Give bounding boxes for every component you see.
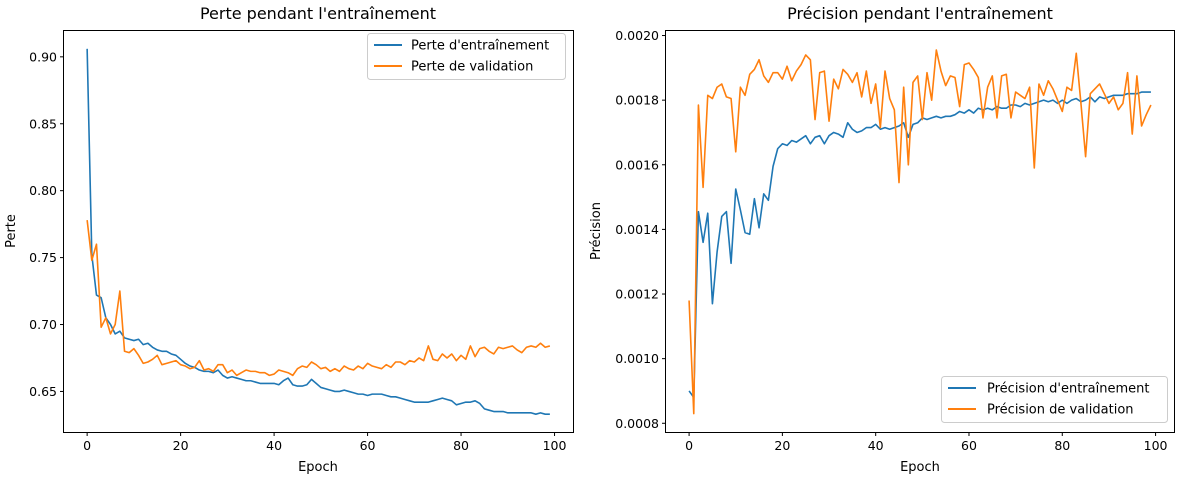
accuracy-y-tick-label: 0.0008 bbox=[615, 416, 659, 431]
accuracy-y-axis-label: Précision bbox=[589, 202, 604, 260]
loss-ticks: 0 20 40 60 80 100 0.65 0.70 0.75 0.80 0.85 0.90 bbox=[29, 49, 566, 453]
loss-x-tick-label: 60 bbox=[360, 438, 376, 453]
loss-x-tick-label: 100 bbox=[543, 438, 567, 453]
accuracy-plot-lines bbox=[688, 49, 1152, 415]
loss-chart-title: Perte pendant l'entraînement bbox=[200, 4, 436, 23]
loss-plot-lines bbox=[86, 48, 551, 416]
loss-y-tick-label: 0.70 bbox=[29, 317, 57, 332]
accuracy-x-tick-label: 20 bbox=[774, 438, 790, 453]
accuracy-axes-frame bbox=[665, 30, 1175, 433]
loss-legend: Perte d'entraînement Perte de validation bbox=[367, 33, 566, 80]
loss-series-line-0 bbox=[86, 48, 550, 416]
accuracy-legend: Précision d'entraînement Précision de va… bbox=[941, 376, 1168, 423]
loss-legend-box bbox=[367, 33, 566, 80]
accuracy-legend-label-train: Précision d'entraînement bbox=[987, 382, 1149, 397]
loss-axes-frame bbox=[63, 30, 574, 433]
accuracy-series-line-1 bbox=[688, 49, 1152, 415]
loss-legend-label-val: Perte de validation bbox=[411, 60, 533, 75]
loss-series-line-1 bbox=[86, 220, 551, 377]
loss-legend-label-train: Perte d'entraînement bbox=[411, 39, 549, 54]
loss-y-tick-label: 0.80 bbox=[29, 183, 57, 198]
loss-chart: Perte pendant l'entraînement 0 20 40 60 80 10… bbox=[4, 4, 574, 475]
loss-y-tick-label: 0.75 bbox=[29, 250, 57, 265]
accuracy-series-line-0 bbox=[688, 91, 1151, 399]
loss-x-tick-label: 80 bbox=[453, 438, 469, 453]
accuracy-x-axis-label: Epoch bbox=[900, 460, 940, 475]
accuracy-legend-label-val: Précision de validation bbox=[987, 403, 1134, 418]
loss-y-tick-label: 0.65 bbox=[29, 384, 57, 399]
loss-y-axis-label: Perte bbox=[4, 214, 19, 248]
loss-y-tick-label: 0.90 bbox=[29, 49, 57, 64]
accuracy-y-tick-label: 0.0018 bbox=[615, 93, 659, 108]
accuracy-x-tick-label: 0 bbox=[685, 438, 693, 453]
loss-x-tick-label: 0 bbox=[83, 438, 91, 453]
accuracy-ticks: 0 20 40 60 80 100 0.0008 0.0010 0.0012 0.0014 0.00… bbox=[615, 28, 1167, 453]
accuracy-y-tick-label: 0.0020 bbox=[615, 28, 659, 43]
accuracy-y-tick-label: 0.0010 bbox=[615, 351, 659, 366]
loss-x-tick-label: 20 bbox=[173, 438, 189, 453]
accuracy-y-tick-label: 0.0012 bbox=[615, 287, 659, 302]
accuracy-x-tick-label: 100 bbox=[1144, 438, 1168, 453]
accuracy-legend-box bbox=[941, 376, 1168, 423]
accuracy-x-tick-label: 80 bbox=[1054, 438, 1070, 453]
accuracy-x-tick-label: 60 bbox=[961, 438, 977, 453]
accuracy-chart: Précision pendant l'entraînement 0 20 40 60… bbox=[589, 4, 1175, 475]
accuracy-y-tick-label: 0.0016 bbox=[615, 157, 659, 172]
accuracy-y-tick-label: 0.0014 bbox=[615, 222, 659, 237]
accuracy-x-tick-label: 40 bbox=[868, 438, 884, 453]
loss-y-tick-label: 0.85 bbox=[29, 116, 57, 131]
loss-x-axis-label: Epoch bbox=[298, 460, 338, 475]
loss-x-tick-label: 40 bbox=[266, 438, 282, 453]
accuracy-chart-title: Précision pendant l'entraînement bbox=[787, 4, 1053, 23]
